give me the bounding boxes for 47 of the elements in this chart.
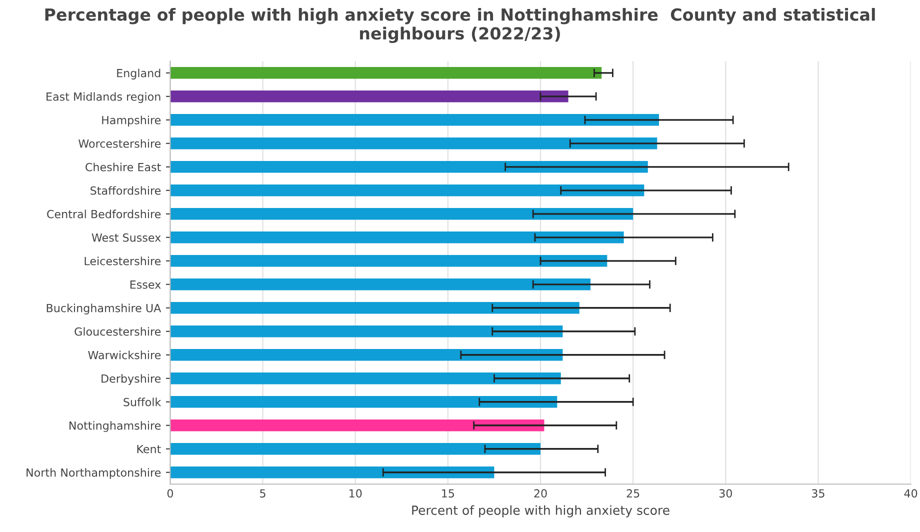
bar xyxy=(170,90,568,102)
x-tick-label: 30 xyxy=(719,489,732,498)
bar xyxy=(170,349,563,361)
y-tick-label: Central Bedfordshire xyxy=(47,210,161,218)
bar xyxy=(170,161,648,173)
y-tick-label: Nottinghamshire xyxy=(70,421,161,432)
y-tick-label: Essex xyxy=(130,280,161,289)
bar xyxy=(170,114,659,126)
bar xyxy=(170,255,608,267)
y-tick-label: Gloucestershire xyxy=(74,327,161,336)
y-tick-label: Warwickshire xyxy=(88,350,161,360)
bar xyxy=(170,278,590,290)
x-tick-label: 5 xyxy=(260,489,266,498)
bar xyxy=(170,420,544,432)
y-tick-label: Hampshire xyxy=(102,116,161,126)
y-tick-label: Buckinghamshire UA xyxy=(46,304,162,314)
x-tick-label: 10 xyxy=(350,489,362,498)
x-tick-label: 25 xyxy=(626,489,640,498)
y-tick-label: West Sussex xyxy=(92,233,161,242)
y-tick-label: Staffordshire xyxy=(90,186,161,195)
y-tick-label: North Northamptonshire xyxy=(26,468,161,479)
x-tick-label: 35 xyxy=(812,489,824,498)
bar xyxy=(170,67,602,79)
x-tick-label: 40 xyxy=(904,489,918,498)
x-tick-label: 15 xyxy=(442,489,454,498)
bar xyxy=(170,138,658,150)
chart-title: Percentage of people with high anxiety score in Nottinghamshire County and statistical neighbours (2022/23) xyxy=(45,8,875,44)
y-tick-label: Suffolk xyxy=(124,398,162,406)
bar xyxy=(170,208,634,220)
y-tick-label: Worcestershire xyxy=(78,139,161,148)
y-tick-label: Derbyshire xyxy=(102,374,161,385)
y-tick-label: East Midlands region xyxy=(46,92,160,103)
y-tick-label: Cheshire East xyxy=(86,162,161,172)
y-tick-label: Kent xyxy=(137,444,161,454)
x-tick-label: 0 xyxy=(167,489,173,498)
y-tick-label: England xyxy=(117,68,160,80)
bar xyxy=(170,396,558,408)
x-axis-title: Percent of people with high anxiety score xyxy=(412,505,670,518)
bar xyxy=(170,372,561,384)
bar xyxy=(170,302,580,314)
bar xyxy=(170,184,644,196)
bar xyxy=(170,232,624,244)
bar xyxy=(170,466,494,478)
x-tick-label: 20 xyxy=(534,489,547,498)
bar xyxy=(170,443,540,455)
y-tick-label: Leicestershire xyxy=(84,256,161,266)
bar xyxy=(170,326,563,338)
